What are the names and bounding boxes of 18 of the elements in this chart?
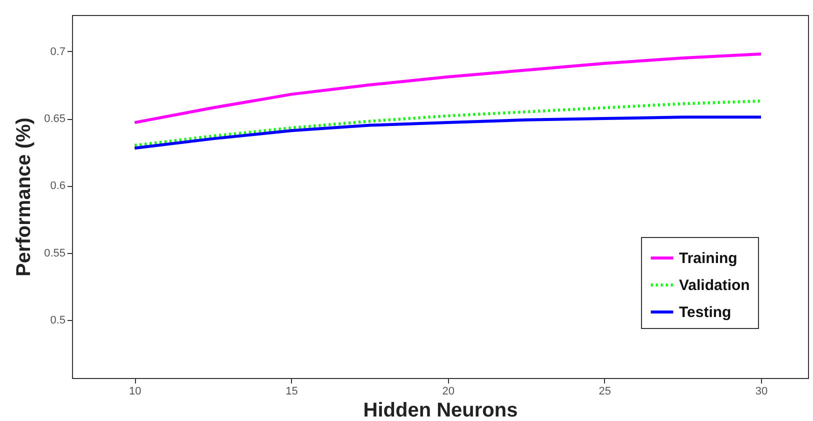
x-axis-title: Hidden Neurons	[363, 400, 518, 421]
line-series	[133, 100, 763, 147]
legend-label: Testing	[679, 304, 732, 321]
line-series	[133, 52, 763, 124]
x-tick-label: 10	[129, 386, 142, 398]
y-tick-label: 0.6	[50, 180, 66, 192]
y-tick-label: 0.65	[44, 113, 66, 126]
y-tick-label: 0.7	[50, 46, 66, 58]
line-series	[133, 116, 763, 150]
x-tick-label: 30	[755, 386, 768, 398]
legend-label: Validation	[679, 277, 750, 294]
x-tick-label: 15	[286, 386, 298, 398]
legend-label: Training	[679, 250, 738, 267]
y-tick-label: 0.5	[50, 314, 66, 327]
y-axis-title: Performance (%)	[13, 118, 36, 276]
x-tick-label: 25	[598, 386, 612, 398]
x-tick-label: 20	[442, 386, 454, 398]
y-tick-label: 0.55	[44, 247, 66, 260]
